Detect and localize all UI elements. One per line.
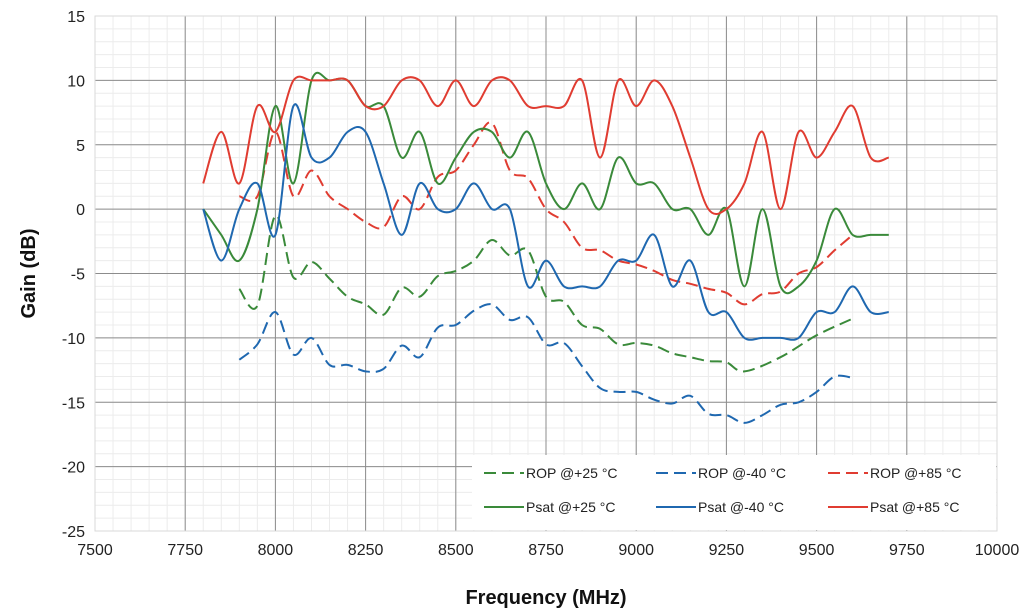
- x-tick-label: 8500: [438, 542, 474, 559]
- legend-label-2: ROP @+85 °C: [870, 465, 962, 481]
- series-line-0: [238, 214, 854, 373]
- x-tick-label: 10000: [975, 542, 1020, 559]
- x-tick-label: 8750: [528, 542, 564, 559]
- legend-label-4: Psat @-40 °C: [698, 499, 784, 515]
- y-tick-label: -10: [62, 331, 85, 348]
- series-line-4: [202, 103, 889, 341]
- legend-box: [472, 455, 996, 530]
- legend: ROP @+25 °C ROP @-40 °C ROP @+85 °C Psat @+…: [472, 455, 996, 530]
- y-tick-label: 10: [67, 73, 85, 90]
- x-tick-label: 9750: [889, 542, 925, 559]
- x-tick-label: 9500: [799, 542, 835, 559]
- y-tick-label: 5: [76, 138, 85, 155]
- series-lines: [202, 71, 890, 424]
- x-tick-label: 8000: [258, 542, 294, 559]
- legend-label-3: Psat @+25 °C: [526, 499, 615, 515]
- y-axis-title: Gain (dB): [18, 229, 40, 319]
- x-tick-label: 7750: [167, 542, 203, 559]
- y-tick-label: -15: [62, 395, 85, 412]
- y-tick-label: -5: [71, 267, 85, 284]
- y-tick-label: 15: [67, 9, 85, 26]
- x-axis-tick-labels: 7500 7750 8000 8250 8500 8750 9000 9250 9500 9750…: [77, 542, 1019, 559]
- legend-label-0: ROP @+25 °C: [526, 465, 618, 481]
- y-tick-label: 0: [76, 202, 85, 219]
- legend-label-1: ROP @-40 °C: [698, 465, 786, 481]
- x-tick-label: 9000: [618, 542, 654, 559]
- plot-area-border: [94, 15, 998, 532]
- legend-label-5: Psat @+85 °C: [870, 499, 959, 515]
- y-tick-label: -25: [62, 524, 85, 541]
- series-line-3: [202, 71, 889, 295]
- series-line-1: [238, 303, 853, 424]
- x-axis-title: Frequency (MHz): [465, 587, 626, 609]
- y-axis-tick-labels: 15 10 5 0 -5 -10 -15 -20 -25: [62, 9, 85, 541]
- series-line-5: [202, 75, 890, 216]
- x-tick-label: 8250: [348, 542, 384, 559]
- x-tick-label: 9250: [709, 542, 745, 559]
- y-tick-label: -20: [62, 460, 85, 477]
- x-tick-label: 7500: [77, 542, 113, 559]
